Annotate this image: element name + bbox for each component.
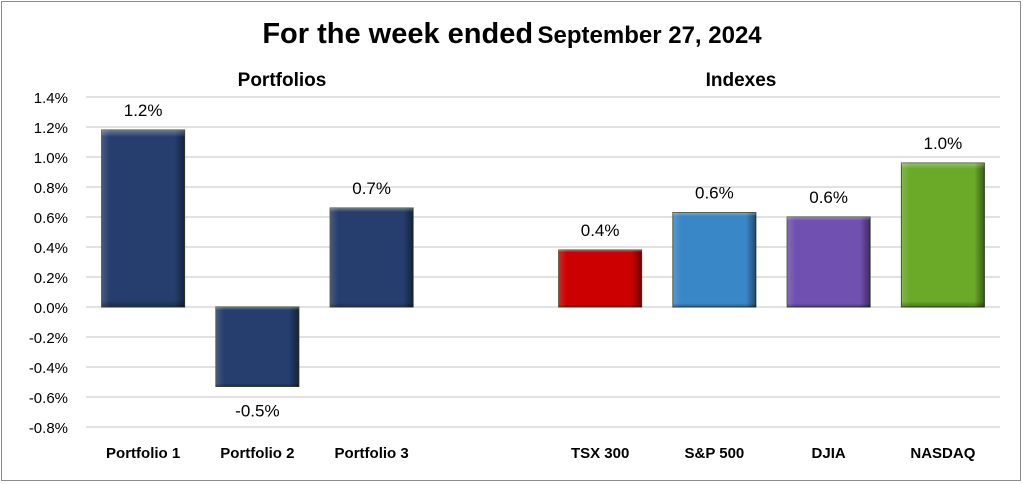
data-label: 0.7% [352, 179, 391, 198]
x-tick-label: Portfolio 2 [220, 445, 294, 462]
y-tick-label: -0.6% [29, 390, 68, 407]
x-tick-label: Portfolio 1 [106, 445, 180, 462]
chart-title: For the week ended September 27, 2024 [0, 18, 1024, 51]
y-tick-label: -0.8% [29, 420, 68, 437]
y-tick-label: 1.2% [34, 120, 68, 137]
x-tick-label: S&P 500 [684, 445, 744, 462]
x-tick-label: DJIA [812, 445, 846, 462]
y-tick-label: 0.8% [34, 180, 68, 197]
x-tick-label: TSX 300 [571, 445, 629, 462]
data-label: 0.4% [581, 221, 620, 240]
bar-shade [672, 212, 756, 307]
y-tick-label: -0.4% [29, 360, 68, 377]
group-label-indexes: Indexes [705, 70, 777, 91]
data-label: 1.0% [924, 134, 963, 153]
y-tick-label: 0.0% [34, 300, 68, 317]
x-tick-label: Portfolio 3 [335, 445, 409, 462]
y-tick-label: 0.2% [34, 270, 68, 287]
title-main: For the week ended [262, 18, 534, 50]
title-date: September 27, 2024 [537, 22, 762, 49]
data-label: 0.6% [695, 184, 734, 203]
bar-shade [215, 307, 299, 387]
bar-shade [787, 217, 871, 307]
y-tick-label: 0.6% [34, 210, 68, 227]
y-tick-label: 0.4% [34, 240, 68, 257]
y-tick-label: 1.0% [34, 150, 68, 167]
group-label-portfolios: Portfolios [237, 70, 327, 91]
bar-shade [558, 250, 642, 307]
data-label: 0.6% [809, 188, 848, 207]
data-label: 1.2% [124, 101, 163, 120]
y-tick-label: -0.2% [29, 330, 68, 347]
x-tick-label: NASDAQ [910, 445, 975, 462]
y-tick-label: 1.4% [34, 90, 68, 107]
bar-shade [101, 130, 185, 307]
data-label: -0.5% [235, 402, 279, 421]
bar-shade [901, 163, 985, 307]
bar-shade [330, 208, 414, 307]
